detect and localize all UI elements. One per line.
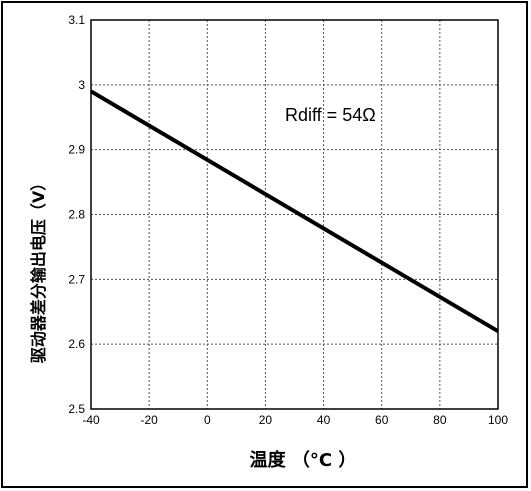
x-tick-label: -40 (82, 413, 100, 427)
x-tick-label: 40 (317, 413, 331, 427)
y-tick-label: 3.1 (68, 13, 85, 27)
series (89, 89, 500, 333)
y-tick-label: 2.8 (68, 208, 85, 222)
x-axis-label: 温度 （°C ） (250, 449, 357, 471)
plot-area (90, 19, 499, 410)
x-tick-label: 0 (204, 413, 211, 427)
series-line (89, 89, 500, 333)
annotation-rdiff: Rdiff = 54Ω (285, 105, 376, 125)
y-tick-label: 2.6 (68, 337, 85, 351)
grid (91, 20, 498, 409)
x-tick-label: 20 (259, 413, 273, 427)
x-tick-label: 60 (375, 413, 389, 427)
x-tick-label: 80 (433, 413, 447, 427)
y-tick-label: 2.9 (68, 143, 85, 157)
x-tick-label: 100 (488, 413, 508, 427)
tick-labels: -40 -20 0 20 40 60 80 100 2.5 2.6 2.7 2.8 2.9 3 3.1 (68, 13, 508, 427)
x-tick-label: -20 (140, 413, 158, 427)
y-tick-label: 3 (78, 78, 85, 92)
y-axis-label: 驱动器差分输出电压（V） (29, 175, 48, 363)
y-tick-label: 2.5 (68, 402, 85, 416)
y-tick-label: 2.7 (68, 272, 85, 286)
